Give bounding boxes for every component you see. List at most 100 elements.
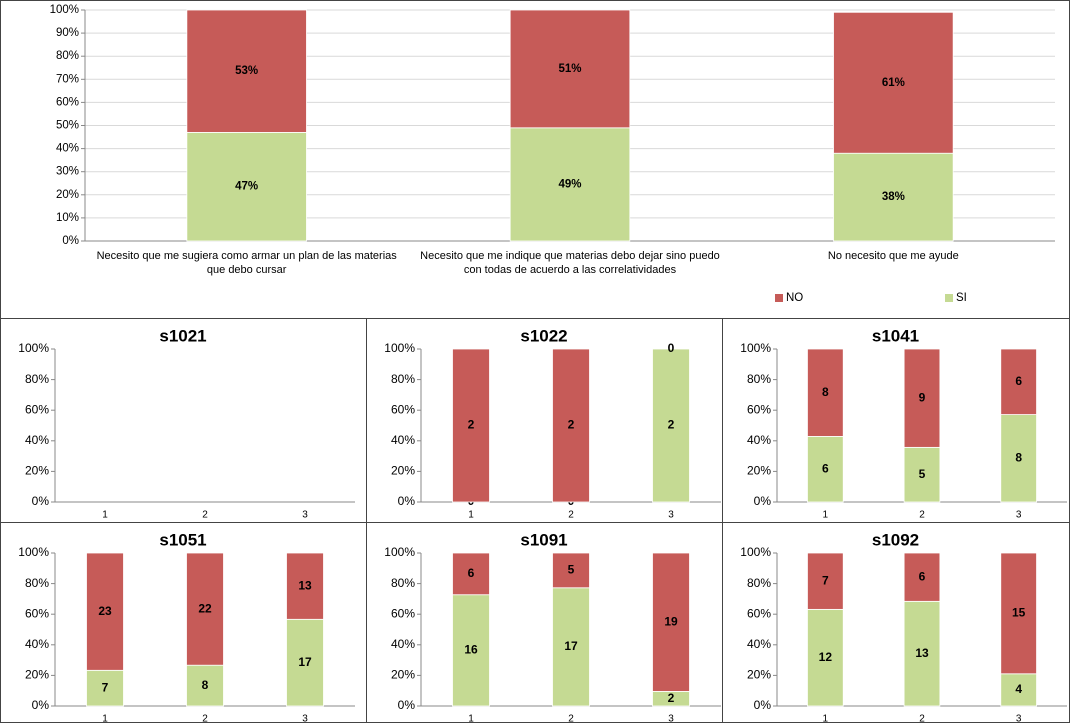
data-label: 38% [882, 191, 905, 203]
chart-title: s1022 [520, 326, 567, 345]
y-tick-label: 100% [18, 545, 49, 559]
y-tick-label: 60% [391, 402, 415, 416]
x-tick-label: 2 [919, 510, 925, 521]
y-tick-label: 100% [18, 341, 49, 355]
legend-label: NO [786, 292, 803, 304]
bar-segment [86, 552, 124, 671]
data-label: 8 [822, 385, 829, 399]
y-tick-label: 70% [56, 73, 79, 85]
data-label: 8 [202, 678, 209, 692]
data-label: 6 [919, 569, 926, 583]
bar-segment [652, 348, 690, 503]
y-tick-label: 60% [25, 402, 49, 416]
y-tick-label: 60% [56, 96, 79, 108]
x-tick-label: 2 [202, 510, 208, 521]
data-label: 7 [102, 680, 109, 694]
bar-segment [509, 9, 631, 129]
bar-segment [286, 618, 324, 707]
chart-title: s1091 [520, 530, 567, 549]
y-tick-label: 80% [747, 576, 771, 590]
y-tick-label: 80% [25, 576, 49, 590]
legend-swatch [945, 294, 953, 302]
bar-segment [652, 552, 690, 692]
data-label: 5 [919, 467, 926, 481]
x-tick-label: 3 [668, 714, 674, 723]
legend-label: SI [956, 292, 967, 304]
data-label: 22 [198, 601, 212, 615]
data-label: 51% [558, 63, 581, 75]
bar-segment [452, 594, 490, 707]
bar-segment [1000, 348, 1037, 415]
x-tick-label: 1 [468, 510, 474, 521]
data-label: 49% [558, 178, 581, 190]
chart: s1041 0% 20% 40% 60% 80% 100% 1 6 8 2 5 9 3 8 6 [740, 326, 1067, 521]
y-tick-label: 40% [391, 433, 415, 447]
y-tick-label: 10% [56, 212, 79, 224]
data-label: 0 [668, 341, 675, 355]
y-tick-label: 0% [32, 698, 50, 712]
data-label: 2 [668, 418, 675, 432]
y-tick-label: 20% [391, 464, 415, 478]
y-tick-label: 20% [25, 668, 49, 682]
chart: s1092 0% 20% 40% 60% 80% 100% 1 12 7 2 13 6 3 4 15 [740, 530, 1067, 723]
bar-segment [86, 669, 124, 707]
chart-title: s1041 [872, 326, 919, 345]
y-tick-label: 20% [25, 464, 49, 478]
bar-segment [552, 552, 590, 589]
chart: s1021 0% 20% 40% 60% 80% 100% 1 2 3 [18, 326, 355, 521]
y-tick-label: 80% [391, 372, 415, 386]
bar-segment [807, 348, 844, 437]
bar-segment [807, 552, 844, 610]
y-tick-label: 80% [391, 576, 415, 590]
bar-segment [903, 348, 941, 448]
y-tick-label: 0% [62, 235, 79, 247]
y-tick-label: 90% [56, 27, 79, 39]
x-tick-label: 3 [302, 510, 308, 521]
data-label: 47% [235, 181, 258, 193]
data-label: 17 [564, 639, 578, 653]
x-tick-label-box: No necesito que me ayude [828, 250, 959, 262]
y-tick-label: 0% [754, 698, 772, 712]
data-label: 6 [822, 461, 829, 475]
y-tick-label: 40% [56, 143, 79, 155]
y-tick-label: 60% [747, 402, 771, 416]
chart-title: s1051 [159, 530, 206, 549]
y-tick-label: 80% [747, 372, 771, 386]
x-tick-label-box: Necesito que me sugiera como armar un pl… [96, 250, 397, 276]
bar-segment [186, 132, 307, 242]
data-label: 23 [98, 604, 112, 618]
y-tick-label: 50% [56, 120, 79, 132]
bar-segment [286, 552, 324, 620]
y-tick-label: 60% [391, 606, 415, 620]
data-label: 2 [668, 691, 675, 705]
bar-segment [552, 348, 590, 503]
bar-segment [186, 552, 224, 666]
data-label: 8 [1015, 450, 1022, 464]
x-tick-label: 3 [1016, 510, 1022, 521]
bar-segment [903, 552, 941, 602]
bar-segment [452, 348, 490, 503]
data-label: 15 [1012, 606, 1026, 620]
data-label: 19 [664, 614, 678, 628]
y-tick-label: 40% [25, 433, 49, 447]
y-tick-label: 40% [747, 433, 771, 447]
bar-segment [509, 127, 631, 242]
y-tick-label: 60% [25, 606, 49, 620]
y-tick-label: 60% [747, 606, 771, 620]
data-label: 4 [1015, 682, 1022, 696]
y-tick-label: 100% [50, 4, 79, 16]
bar-segment [807, 608, 844, 707]
x-tick-label: Necesito que me sugiera como armar un pl… [96, 250, 397, 276]
data-label: 61% [882, 77, 905, 89]
y-tick-label: 0% [754, 494, 772, 508]
chart-title: s1092 [872, 530, 919, 549]
y-tick-label: 100% [384, 341, 415, 355]
data-label: 53% [235, 65, 258, 77]
x-tick-label: 3 [302, 714, 308, 723]
chart: s1091 0% 20% 40% 60% 80% 100% 1 16 6 2 17 5 3 2 19 [384, 530, 721, 723]
y-tick-label: 0% [32, 494, 50, 508]
data-label: 2 [468, 418, 475, 432]
data-label: 13 [298, 578, 312, 592]
